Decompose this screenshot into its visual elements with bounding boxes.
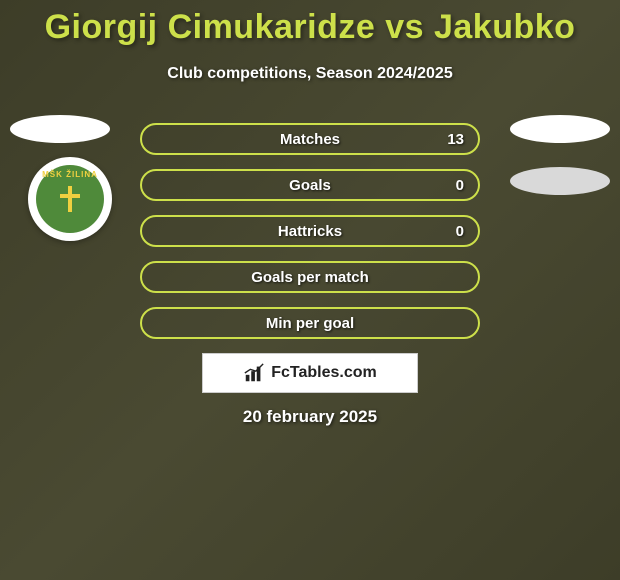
player-left-oval: [10, 115, 110, 143]
page-title: Giorgij Cimukaridze vs Jakubko: [0, 8, 620, 47]
brand-box[interactable]: FcTables.com: [202, 353, 418, 393]
player-right-oval-2: [510, 167, 610, 195]
stat-row-min-per-goal: Min per goal: [140, 307, 480, 339]
stat-label: Goals per match: [251, 269, 369, 286]
stat-label: Matches: [280, 131, 340, 148]
stat-row-hattricks: Hattricks 0: [140, 215, 480, 247]
stat-label: Hattricks: [278, 223, 342, 240]
club-badge-text: MŠK ŽILINA: [42, 170, 98, 179]
player-right-oval: [510, 115, 610, 143]
subtitle: Club competitions, Season 2024/2025: [0, 65, 620, 83]
brand-text: FcTables.com: [271, 364, 377, 382]
stat-row-goals: Goals 0: [140, 169, 480, 201]
infographic-container: Giorgij Cimukaridze vs Jakubko Club comp…: [0, 0, 620, 427]
stat-rows: Matches 13 Goals 0 Hattricks 0 Goals per…: [140, 123, 480, 339]
stat-label: Goals: [289, 177, 331, 194]
stats-area: MŠK ŽILINA Matches 13 Goals 0 Hattricks …: [0, 123, 620, 427]
stat-value-right: 0: [456, 223, 464, 240]
club-badge-cross-icon: [60, 186, 80, 212]
stat-value-right: 0: [456, 177, 464, 194]
date-text: 20 february 2025: [0, 407, 620, 427]
bar-chart-icon: [243, 362, 265, 384]
club-badge-inner: MŠK ŽILINA: [36, 165, 104, 233]
stat-row-goals-per-match: Goals per match: [140, 261, 480, 293]
stat-row-matches: Matches 13: [140, 123, 480, 155]
stat-label: Min per goal: [266, 315, 354, 332]
stat-value-right: 13: [447, 131, 464, 148]
club-badge: MŠK ŽILINA: [28, 157, 112, 241]
